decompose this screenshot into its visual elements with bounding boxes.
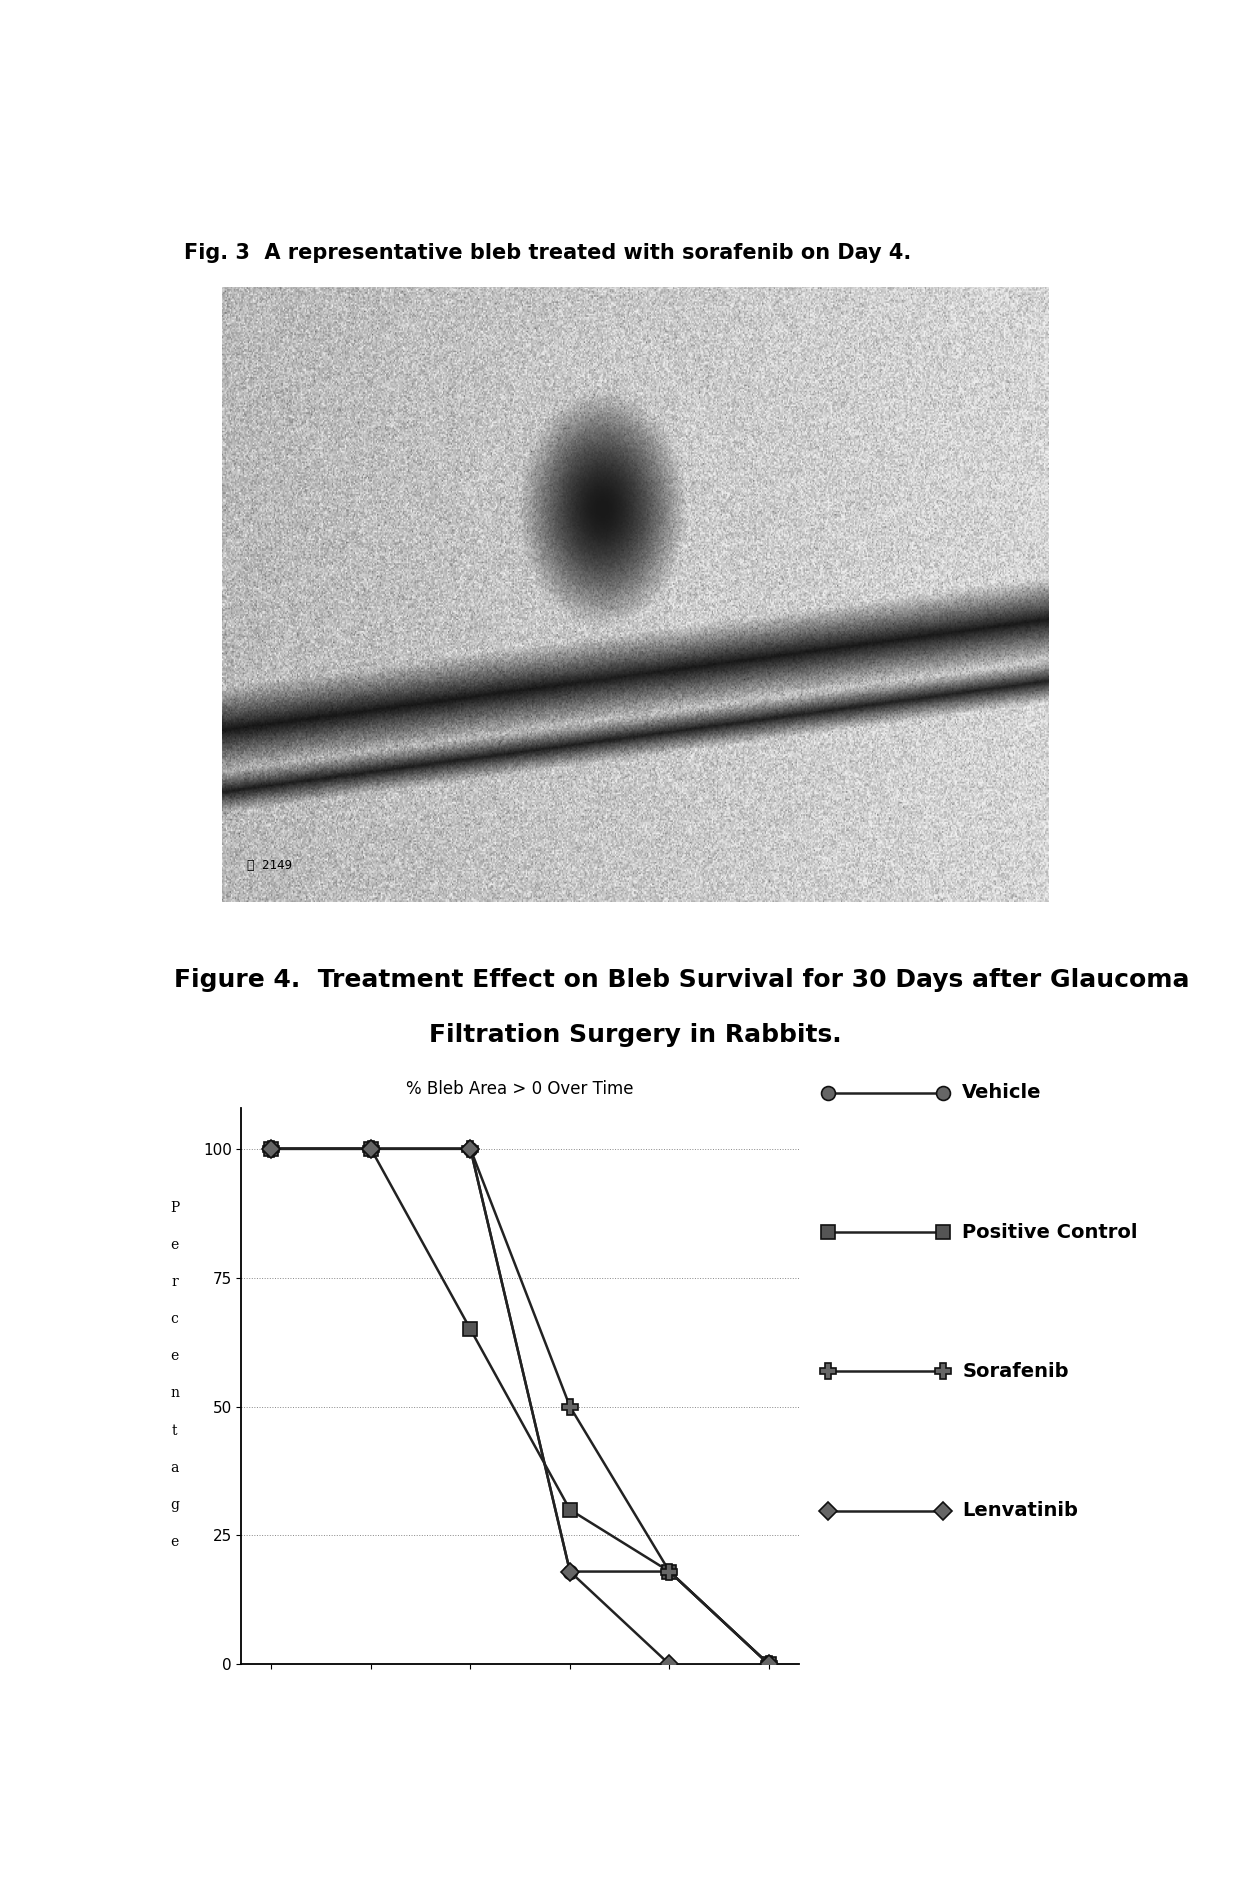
Text: Positive Control: Positive Control bbox=[962, 1222, 1138, 1241]
Text: Filtration Surgery in Rabbits.: Filtration Surgery in Rabbits. bbox=[429, 1024, 842, 1047]
Text: Lenvatinib: Lenvatinib bbox=[962, 1501, 1078, 1520]
Text: Fig. 3  A representative bleb treated with sorafenib on Day 4.: Fig. 3 A representative bleb treated wit… bbox=[184, 244, 911, 263]
Text: Figure 4.  Treatment Effect on Bleb Survival for 30 Days after Glaucoma: Figure 4. Treatment Effect on Bleb Survi… bbox=[174, 969, 1189, 991]
Text: Sorafenib: Sorafenib bbox=[962, 1363, 1069, 1382]
Text: Vehicle: Vehicle bbox=[962, 1083, 1042, 1102]
